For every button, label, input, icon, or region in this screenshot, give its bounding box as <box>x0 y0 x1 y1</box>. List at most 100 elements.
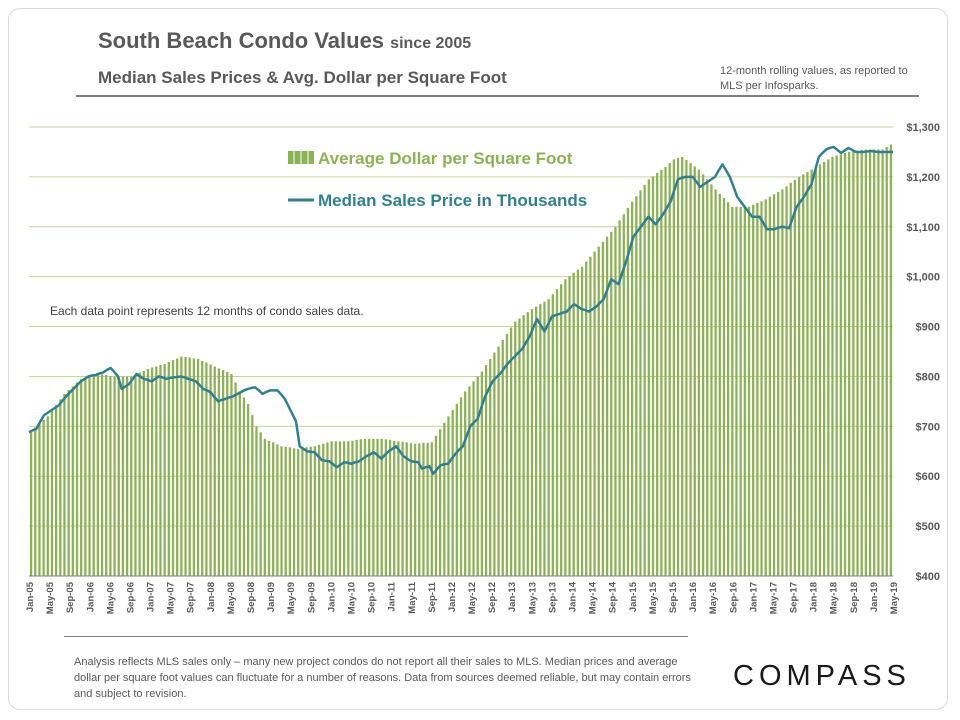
x-tick-label: Jan-11 <box>387 581 398 611</box>
bar <box>338 441 342 576</box>
bar <box>297 448 300 576</box>
y-tick-label: $800 <box>916 371 940 383</box>
bar <box>676 157 680 576</box>
bar <box>768 196 772 576</box>
bar <box>409 443 413 576</box>
bar <box>518 318 521 576</box>
bar <box>221 369 225 576</box>
bar <box>814 166 817 576</box>
bar <box>368 438 371 576</box>
bar <box>534 306 538 576</box>
bar <box>668 162 671 577</box>
bar <box>822 161 826 577</box>
bar <box>451 409 454 576</box>
bar <box>272 442 275 576</box>
bar <box>413 443 417 576</box>
bar <box>647 179 650 576</box>
bar <box>551 294 554 576</box>
bar <box>109 375 112 576</box>
bar <box>438 429 442 576</box>
x-tick-label: May-13 <box>527 582 538 614</box>
bar <box>209 364 212 576</box>
bar <box>735 206 738 576</box>
bar <box>693 166 696 576</box>
bar <box>514 321 517 576</box>
x-tick-label: May-10 <box>347 582 358 614</box>
bar <box>347 441 350 576</box>
bar <box>489 358 492 576</box>
bar <box>155 366 158 576</box>
bar <box>539 304 542 576</box>
bar <box>605 236 609 576</box>
bar <box>34 427 37 576</box>
bar <box>146 368 150 576</box>
bar <box>497 346 500 576</box>
chart-title: South Beach Condo Values since 2005 <box>98 28 471 54</box>
bar <box>560 284 563 576</box>
x-tick-label: Sep-06 <box>126 582 137 613</box>
bar <box>580 266 584 576</box>
x-tick-label: May-19 <box>889 582 900 614</box>
bar <box>259 432 262 576</box>
bar <box>585 261 588 576</box>
bar <box>864 149 868 576</box>
bar <box>167 361 170 576</box>
rolling-values-note: 12-month rolling values, as reported to … <box>720 65 908 92</box>
chart-title-main: South Beach Condo Values <box>98 28 385 53</box>
bar <box>130 376 133 576</box>
bar <box>614 226 617 576</box>
bar <box>643 184 646 576</box>
bar <box>326 442 329 576</box>
bar <box>117 376 120 576</box>
bar <box>839 154 842 576</box>
y-tick-label: $1,000 <box>906 272 940 284</box>
y-tick-label: $1,100 <box>906 222 940 234</box>
bar <box>472 381 475 576</box>
bar <box>134 374 137 576</box>
x-tick-label: Jan-12 <box>447 582 458 612</box>
axes: $400 $500 $600 $700 $800 $900 $1,000 $1,100 $1,2… <box>25 122 940 614</box>
bar <box>626 207 630 576</box>
y-tick-label: $1,200 <box>906 172 940 184</box>
bar <box>434 435 438 576</box>
bar <box>201 360 204 576</box>
bar <box>188 357 191 576</box>
bar <box>205 362 208 576</box>
y-tick-label: $400 <box>916 571 940 583</box>
bar <box>301 448 304 576</box>
x-tick-label: May-07 <box>166 582 177 614</box>
bar <box>280 446 283 576</box>
bar <box>885 146 888 576</box>
bar <box>184 356 187 576</box>
x-tick-label: Sep-07 <box>186 582 197 613</box>
bar <box>701 174 705 576</box>
bar <box>96 373 100 576</box>
bar <box>75 382 79 576</box>
bar <box>726 202 730 576</box>
bar <box>848 151 851 576</box>
bar <box>639 190 642 577</box>
bar <box>706 179 709 576</box>
bar <box>685 159 688 576</box>
x-tick-label: May-08 <box>226 582 237 614</box>
bar <box>171 359 175 576</box>
bar <box>355 439 358 576</box>
median-price-line <box>28 145 893 475</box>
bar <box>793 179 797 576</box>
bar <box>501 340 504 576</box>
x-tick-label: Jan-14 <box>568 581 579 612</box>
x-tick-label: Sep-16 <box>728 582 739 613</box>
x-tick-label: May-05 <box>45 581 56 614</box>
bar <box>764 199 767 576</box>
line-series-group <box>28 145 893 475</box>
bar <box>610 231 613 576</box>
y-tick-label: $900 <box>916 322 940 334</box>
x-tick-label: Jan-19 <box>869 582 880 612</box>
y-tick-label: $700 <box>916 421 940 433</box>
bar <box>276 444 279 576</box>
bar <box>635 196 638 576</box>
bar <box>351 440 354 576</box>
chart-subtitle: Median Sales Prices & Avg. Dollar per Sq… <box>98 68 507 87</box>
x-tick-label: Jan-16 <box>688 582 699 612</box>
bar <box>71 386 74 576</box>
